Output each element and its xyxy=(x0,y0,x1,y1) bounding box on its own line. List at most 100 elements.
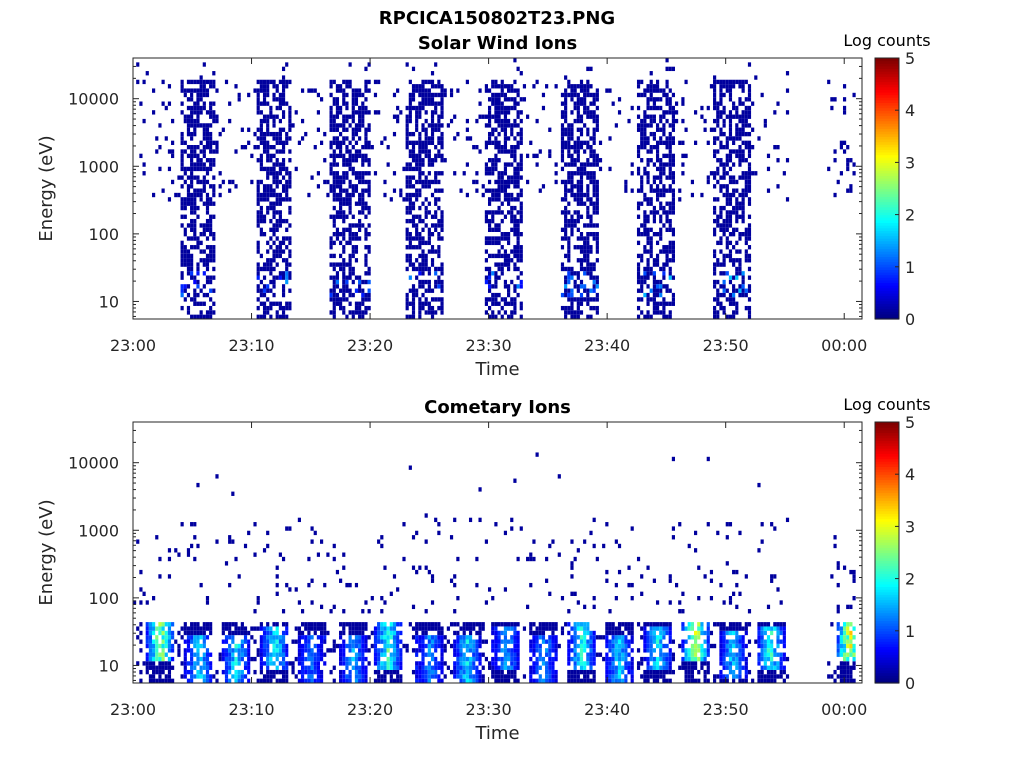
heatmap-cell xyxy=(716,297,720,302)
heatmap-cell xyxy=(269,227,273,232)
heatmap-cell xyxy=(272,232,276,237)
heatmap-cell xyxy=(361,192,365,198)
heatmap-cell xyxy=(532,648,536,653)
heatmap-cell xyxy=(421,218,425,224)
heatmap-cell xyxy=(472,622,476,627)
heatmap-cell xyxy=(655,288,660,293)
heatmap-cell xyxy=(849,184,853,189)
heatmap-cell xyxy=(342,218,346,224)
heatmap-cell xyxy=(541,678,546,683)
heatmap-cell xyxy=(602,635,606,640)
heatmap-cell xyxy=(167,101,172,106)
heatmap-cell xyxy=(186,630,191,636)
heatmap-cell xyxy=(595,127,599,132)
heatmap-cell xyxy=(361,652,365,657)
heatmap-cell xyxy=(215,149,219,154)
heatmap-cell xyxy=(196,648,200,653)
colorbar-segment xyxy=(875,138,899,143)
heatmap-cell xyxy=(164,105,168,111)
heatmap-cell xyxy=(285,197,289,202)
heatmap-cell xyxy=(491,284,495,289)
heatmap-cell xyxy=(310,635,314,640)
heatmap-cell xyxy=(741,197,745,202)
heatmap-cell xyxy=(256,197,260,202)
heatmap-cell xyxy=(218,652,222,657)
heatmap-cell xyxy=(497,205,501,211)
heatmap-cell xyxy=(732,140,736,145)
heatmap-cell xyxy=(500,79,504,85)
heatmap-cell xyxy=(415,266,419,272)
heatmap-cell xyxy=(335,162,340,167)
heatmap-cell xyxy=(370,630,374,636)
heatmap-cell xyxy=(427,236,431,241)
heatmap-cell xyxy=(507,105,511,111)
heatmap-cell xyxy=(332,648,336,653)
heatmap-cell xyxy=(722,131,726,137)
heatmap-cell xyxy=(275,97,279,102)
heatmap-cell xyxy=(180,674,184,679)
heatmap-cell xyxy=(513,158,517,163)
heatmap-cell xyxy=(202,127,206,132)
heatmap-cell xyxy=(567,127,571,132)
heatmap-cell xyxy=(763,118,767,124)
heatmap-cell xyxy=(259,626,263,631)
heatmap-cell xyxy=(732,292,736,298)
heatmap-cell xyxy=(345,297,349,302)
heatmap-cell xyxy=(190,158,194,163)
heatmap-cell xyxy=(507,210,511,215)
heatmap-cell xyxy=(744,240,748,246)
heatmap-cell xyxy=(364,105,368,111)
heatmap-cell xyxy=(202,249,206,254)
colorbar-segment xyxy=(875,110,899,114)
heatmap-cell xyxy=(202,131,206,137)
heatmap-cell xyxy=(177,643,181,649)
heatmap-cell xyxy=(507,201,511,206)
heatmap-cell xyxy=(339,140,343,145)
heatmap-cell xyxy=(719,188,723,193)
heatmap-cell xyxy=(744,292,748,298)
heatmap-cell xyxy=(570,92,574,98)
heatmap-cell xyxy=(763,123,767,128)
heatmap-cell xyxy=(193,145,197,150)
heatmap-cell xyxy=(545,578,549,583)
heatmap-cell xyxy=(281,648,286,653)
heatmap-cell xyxy=(741,218,745,224)
heatmap-cell xyxy=(285,262,289,267)
heatmap-cell xyxy=(136,539,140,544)
heatmap-cell xyxy=(348,271,352,276)
x-axis-label: Time xyxy=(474,359,519,380)
heatmap-cell xyxy=(453,171,457,176)
heatmap-cell xyxy=(285,279,289,285)
heatmap-cell xyxy=(725,271,729,276)
heatmap-cell xyxy=(190,210,194,215)
heatmap-cell xyxy=(421,639,425,644)
heatmap-cell xyxy=(440,678,444,683)
colorbar-segment xyxy=(875,144,899,148)
heatmap-cell xyxy=(579,258,584,263)
heatmap-cell xyxy=(560,92,565,98)
heatmap-cell xyxy=(747,310,752,315)
heatmap-cell xyxy=(266,184,270,189)
heatmap-cell xyxy=(272,258,276,263)
heatmap-cell xyxy=(320,652,324,657)
heatmap-cell xyxy=(139,678,143,683)
heatmap-cell xyxy=(846,188,850,193)
heatmap-cell xyxy=(592,674,596,679)
heatmap-cell xyxy=(269,218,273,224)
heatmap-cell xyxy=(437,123,441,128)
heatmap-cell xyxy=(186,184,191,189)
heatmap-cell xyxy=(367,661,371,666)
heatmap-cell xyxy=(335,136,340,141)
colorbar-segment xyxy=(875,165,899,169)
heatmap-cell xyxy=(323,622,327,627)
heatmap-cell xyxy=(421,149,425,154)
heatmap-cell xyxy=(500,184,504,189)
heatmap-cell xyxy=(399,622,403,627)
heatmap-cell xyxy=(310,526,314,531)
heatmap-cell xyxy=(500,175,504,180)
heatmap-cell xyxy=(655,79,660,85)
heatmap-cell xyxy=(202,136,206,141)
heatmap-cell xyxy=(342,678,346,683)
heatmap-cell xyxy=(497,84,501,89)
heatmap-cell xyxy=(592,652,596,657)
